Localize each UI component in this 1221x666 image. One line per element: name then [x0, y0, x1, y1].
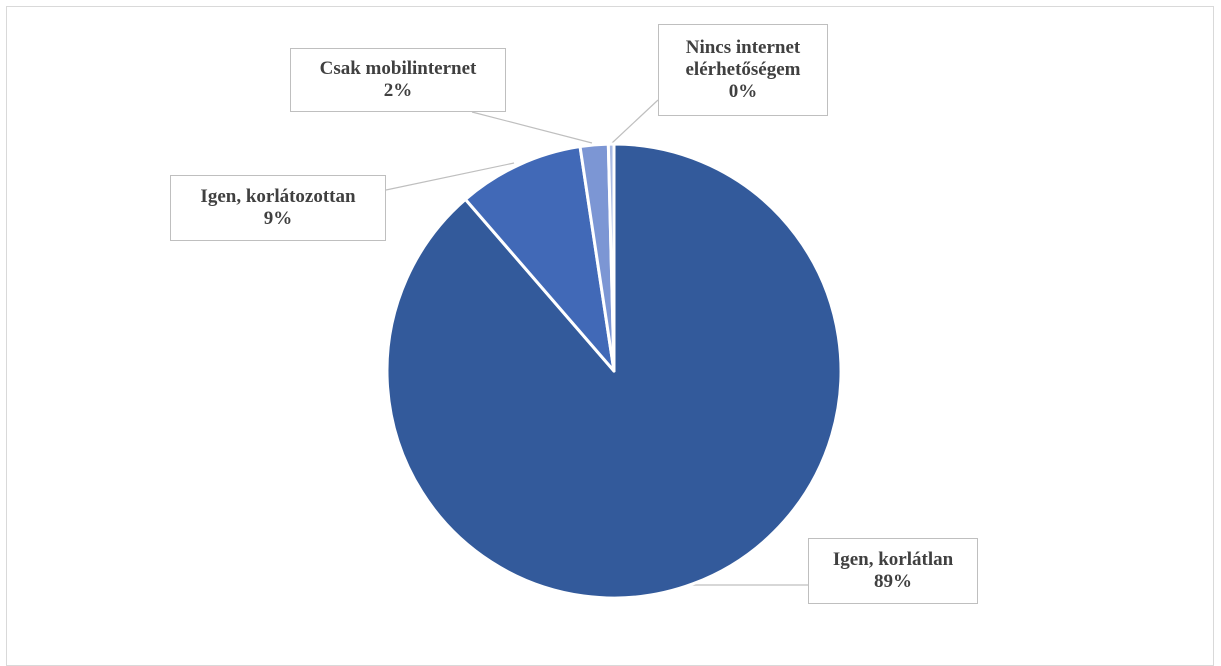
slice-value-csak-mobilinternet: 2%: [383, 80, 413, 101]
pie-slice-nincs-internet: [606, 142, 616, 373]
slice-value-nincs-internet: 0%: [728, 81, 758, 102]
data-label-igen-korlatozottan: Igen, korlátozottan 9%: [170, 175, 386, 241]
pie-slices: [385, 142, 843, 600]
data-label-nincs-internet: Nincs internet elérhetőségem 0%: [658, 24, 828, 116]
slice-label-igen-korlatlan: Igen, korlátlan: [832, 549, 954, 570]
pie-slice-igen-korlatozottan: [463, 145, 616, 373]
slice-label-igen-korlatozottan: Igen, korlátozottan: [200, 186, 356, 207]
slice-label-csak-mobilinternet: Csak mobilinternet: [319, 58, 477, 79]
slice-value-igen-korlatlan: 89%: [874, 571, 912, 592]
slice-label-nincs-internet-line1: Nincs internet: [685, 37, 801, 58]
leader-line-igen-korlatozottan: [385, 162, 515, 191]
leader-line-csak-mobilinternet: [471, 111, 593, 144]
data-label-csak-mobilinternet: Csak mobilinternet 2%: [290, 48, 506, 112]
slice-label-nincs-internet-line2: elérhetőségem: [685, 59, 801, 80]
leader-line-nincs-internet: [611, 99, 659, 144]
slice-value-igen-korlatozottan: 9%: [263, 208, 293, 229]
leader-line-igen-korlatlan: [689, 583, 808, 586]
data-label-igen-korlatlan: Igen, korlátlan 89%: [808, 538, 978, 604]
